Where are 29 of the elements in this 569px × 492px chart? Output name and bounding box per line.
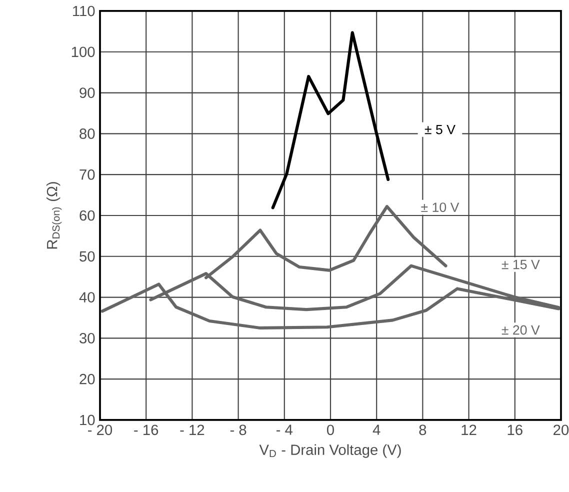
x-tick-label: - 8 (230, 424, 246, 436)
x-tick-label: 4 (372, 424, 380, 435)
x-tick-label: 12 (462, 424, 476, 435)
y-tick-label: 90 (80, 88, 95, 98)
x-tick-label: 8 (419, 424, 426, 436)
y-tick-label: 40 (79, 292, 95, 302)
y-tick-label: 60 (80, 210, 95, 221)
y-tick-label: 100 (72, 46, 95, 58)
y-tick-label: 70 (80, 169, 95, 180)
line-series (271, 31, 390, 210)
y-tick-label: 20 (80, 374, 95, 384)
y-tick-label: 110 (73, 6, 95, 16)
x-axis-title: V$_{D}$ - Drain Voltage (V) (259, 444, 401, 458)
x-tick-label: 16 (508, 424, 522, 436)
x-tick-label: - 20 (88, 424, 112, 436)
y-tick-label: 50 (80, 251, 95, 262)
series-label: ± 10 V (421, 202, 460, 212)
x-tick-label: - 12 (180, 424, 204, 435)
y-tick-label: 10 (80, 414, 95, 426)
y-tick-label: 30 (80, 333, 95, 344)
x-tick-label: - 4 (276, 424, 292, 435)
x-tick-label: 20 (554, 424, 569, 436)
x-tick-label: - 16 (134, 424, 158, 436)
series-label: ± 15 V (502, 260, 540, 270)
text: ± 5 V (424, 124, 456, 134)
y-tick-label: 80 (80, 128, 95, 139)
x-tick-label: 0 (326, 424, 334, 436)
y-axis-title: R$_{DS(on)}$ (Ω) (46, 182, 62, 249)
series-label: ± 20 V (502, 325, 540, 335)
